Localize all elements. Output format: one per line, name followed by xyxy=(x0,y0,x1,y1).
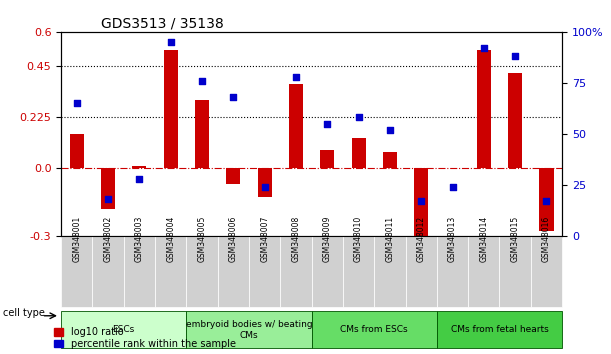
Bar xyxy=(195,100,209,168)
Point xyxy=(510,53,520,59)
Bar xyxy=(289,84,303,168)
Text: GSM348015: GSM348015 xyxy=(511,216,519,262)
Bar xyxy=(383,152,397,168)
Point xyxy=(229,94,238,100)
FancyBboxPatch shape xyxy=(92,236,123,307)
FancyBboxPatch shape xyxy=(312,236,343,307)
Legend: log10 ratio, percentile rank within the sample: log10 ratio, percentile rank within the … xyxy=(54,327,236,349)
Text: ESCs: ESCs xyxy=(112,325,135,334)
Point xyxy=(479,45,489,51)
FancyBboxPatch shape xyxy=(406,236,437,307)
Point xyxy=(291,74,301,80)
FancyBboxPatch shape xyxy=(531,236,562,307)
Text: GSM348016: GSM348016 xyxy=(542,216,551,262)
Text: embryoid bodies w/ beating
CMs: embryoid bodies w/ beating CMs xyxy=(186,320,312,339)
Bar xyxy=(70,134,84,168)
FancyBboxPatch shape xyxy=(186,236,218,307)
Point xyxy=(72,101,82,106)
Text: GSM348011: GSM348011 xyxy=(386,216,394,262)
FancyBboxPatch shape xyxy=(500,236,531,307)
Point xyxy=(260,184,269,190)
Bar xyxy=(414,168,428,247)
Bar xyxy=(101,168,115,209)
FancyBboxPatch shape xyxy=(186,312,312,348)
Point xyxy=(541,198,551,204)
Point xyxy=(354,115,364,120)
Bar xyxy=(164,50,178,168)
Point xyxy=(385,127,395,132)
Text: GSM348010: GSM348010 xyxy=(354,216,363,262)
Text: CMs from fetal hearts: CMs from fetal hearts xyxy=(451,325,548,334)
FancyBboxPatch shape xyxy=(155,236,186,307)
Text: GSM348003: GSM348003 xyxy=(135,216,144,262)
Text: GSM348008: GSM348008 xyxy=(291,216,301,262)
Text: CMs from ESCs: CMs from ESCs xyxy=(340,325,408,334)
FancyBboxPatch shape xyxy=(437,312,562,348)
FancyBboxPatch shape xyxy=(249,236,280,307)
FancyBboxPatch shape xyxy=(343,236,374,307)
Text: GDS3513 / 35138: GDS3513 / 35138 xyxy=(101,17,224,31)
Point xyxy=(166,39,175,45)
Text: GSM348002: GSM348002 xyxy=(104,216,112,262)
FancyBboxPatch shape xyxy=(312,312,437,348)
FancyBboxPatch shape xyxy=(61,312,186,348)
Bar xyxy=(320,150,334,168)
FancyBboxPatch shape xyxy=(280,236,312,307)
Text: GSM348013: GSM348013 xyxy=(448,216,457,262)
FancyBboxPatch shape xyxy=(374,236,406,307)
FancyBboxPatch shape xyxy=(437,236,468,307)
Point xyxy=(197,78,207,84)
Bar xyxy=(226,168,240,184)
Point xyxy=(103,196,113,202)
Bar xyxy=(133,166,147,168)
Bar xyxy=(508,73,522,168)
Bar xyxy=(351,138,365,168)
Text: GSM348009: GSM348009 xyxy=(323,216,332,262)
Text: GSM348001: GSM348001 xyxy=(72,216,81,262)
Text: GSM348014: GSM348014 xyxy=(480,216,488,262)
FancyBboxPatch shape xyxy=(123,236,155,307)
Bar xyxy=(477,50,491,168)
Text: GSM348004: GSM348004 xyxy=(166,216,175,262)
Bar xyxy=(540,168,554,231)
Text: GSM348007: GSM348007 xyxy=(260,216,269,262)
FancyBboxPatch shape xyxy=(468,236,500,307)
Point xyxy=(448,184,458,190)
Point xyxy=(323,121,332,126)
Text: GSM348012: GSM348012 xyxy=(417,216,426,262)
Text: cell type: cell type xyxy=(3,308,45,318)
Bar xyxy=(258,168,272,197)
Text: GSM348006: GSM348006 xyxy=(229,216,238,262)
Point xyxy=(416,198,426,204)
FancyBboxPatch shape xyxy=(61,236,92,307)
FancyBboxPatch shape xyxy=(218,236,249,307)
Point xyxy=(134,176,144,182)
Text: GSM348005: GSM348005 xyxy=(197,216,207,262)
